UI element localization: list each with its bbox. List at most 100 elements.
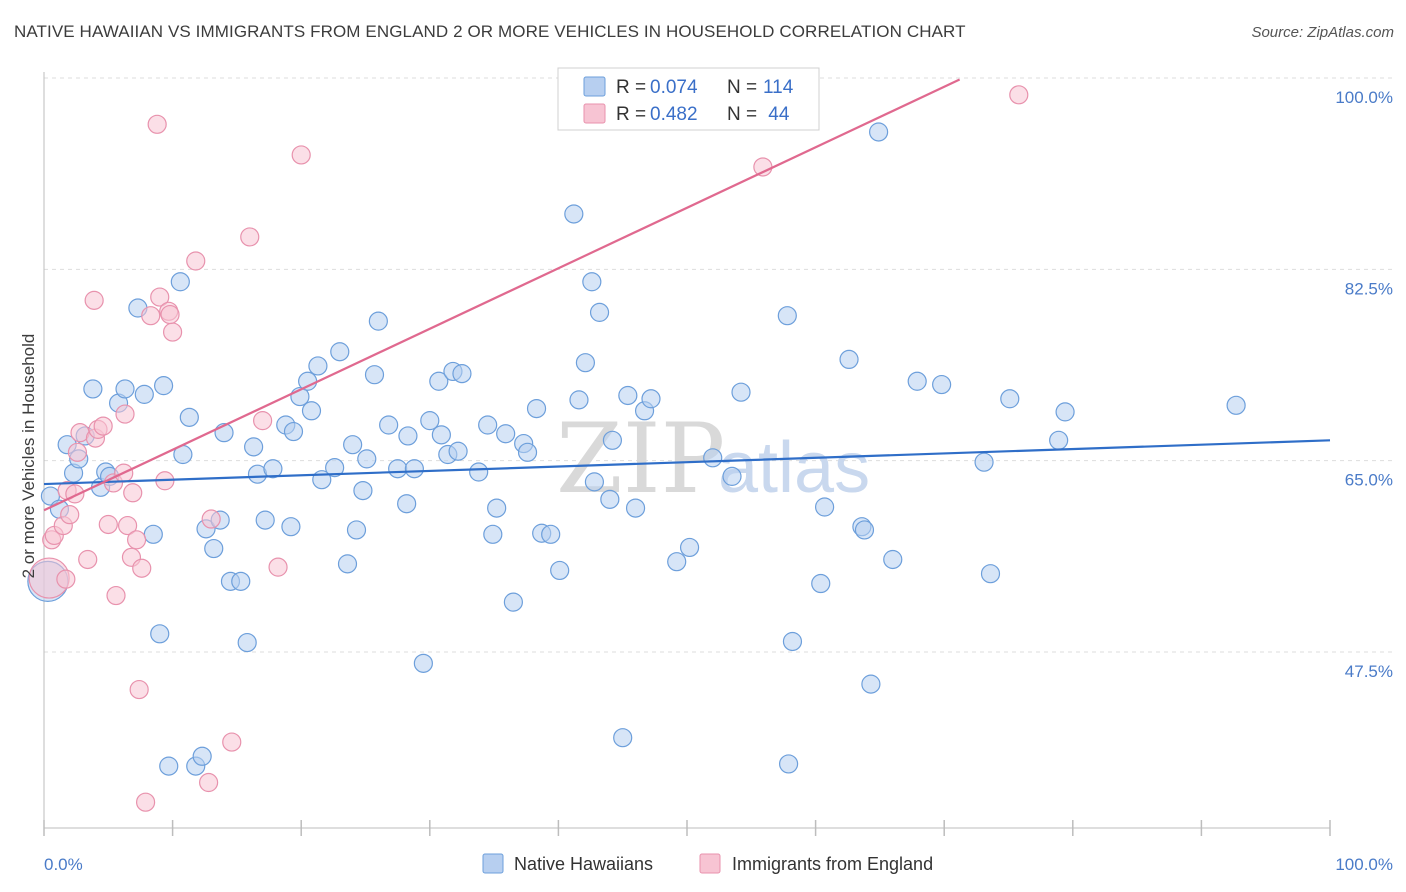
native-hawaiians-point-81 bbox=[584, 472, 605, 492]
native-hawaiians-point-51 bbox=[368, 311, 388, 331]
x-tick-label-max: 100.0% bbox=[1335, 855, 1393, 874]
immigrants-from-england-point-31 bbox=[186, 251, 206, 271]
gridlines bbox=[44, 77, 1395, 653]
native-hawaiians-point-29 bbox=[231, 571, 251, 591]
native-hawaiians-point-70 bbox=[503, 592, 523, 612]
immigrants-from-england-point-41 bbox=[84, 290, 104, 310]
native-hawaiians-point-17 bbox=[153, 376, 174, 396]
x-axis-ticks bbox=[43, 820, 1331, 836]
native-hawaiians-point-58 bbox=[420, 411, 440, 431]
legend-r-label-pink: R = bbox=[616, 104, 646, 125]
native-hawaiians-point-37 bbox=[283, 421, 304, 442]
native-hawaiians-point-98 bbox=[811, 573, 831, 594]
native-hawaiians-point-87 bbox=[625, 498, 646, 518]
native-hawaiians-point-111 bbox=[1049, 430, 1069, 450]
legend-r-value-blue: 0.074 bbox=[650, 77, 698, 98]
native-hawaiians-point-112 bbox=[1055, 402, 1075, 422]
native-hawaiians-point-82 bbox=[589, 302, 610, 322]
native-hawaiians-point-92 bbox=[703, 448, 723, 468]
native-hawaiians-point-103 bbox=[861, 674, 881, 694]
native-hawaiians-point-80 bbox=[582, 272, 602, 292]
native-hawaiians-point-94 bbox=[731, 382, 751, 402]
native-hawaiians-point-96 bbox=[778, 754, 799, 774]
native-hawaiians-point-56 bbox=[404, 459, 424, 479]
native-hawaiians-point-53 bbox=[388, 459, 408, 479]
trend-lines bbox=[43, 78, 1331, 512]
native-hawaiians-point-7 bbox=[83, 379, 103, 399]
bottom-legend-label-native-hawaiians: Native Hawaiians bbox=[514, 854, 653, 874]
native-hawaiians-point-54 bbox=[397, 494, 417, 514]
bottom-legend-swatch-blue bbox=[482, 853, 504, 874]
immigrants-from-england-point-38 bbox=[291, 145, 311, 165]
immigrants-from-england-point-20 bbox=[123, 483, 143, 503]
native-hawaiians-point-47 bbox=[346, 520, 367, 540]
native-hawaiians-point-55 bbox=[398, 426, 418, 446]
native-hawaiians-point-109 bbox=[980, 564, 1001, 584]
bottom-legend-label-immigrants-from-england: Immigrants from England bbox=[732, 854, 933, 874]
immigrants-from-england-point-18 bbox=[117, 515, 138, 536]
y-tick-label-0: 47.5% bbox=[1345, 662, 1393, 681]
native-hawaiians-point-78 bbox=[569, 390, 589, 410]
legend-n-label-blue: N = bbox=[727, 77, 757, 98]
native-hawaiians-point-33 bbox=[255, 510, 275, 530]
immigrants-from-england-point-35 bbox=[240, 227, 260, 247]
native-hawaiians-point-90 bbox=[667, 552, 687, 572]
immigrants-from-england-point-26 bbox=[147, 114, 167, 134]
native-hawaiians-point-63 bbox=[448, 441, 468, 461]
series-native-hawaiians bbox=[27, 122, 1246, 776]
native-hawaiians-point-95 bbox=[777, 306, 797, 326]
immigrants-from-england-point-21 bbox=[126, 530, 147, 550]
legend-n-value-blue: 114 bbox=[763, 77, 794, 98]
native-hawaiians-point-57 bbox=[413, 653, 433, 673]
legend-swatch-pink bbox=[583, 103, 606, 124]
y-axis-title: 2 or more Vehicles in Household bbox=[19, 334, 38, 579]
native-hawaiians-point-66 bbox=[478, 415, 498, 435]
stats-legend: R = 0.074 N = 114 R = 0.482 N = 44 bbox=[557, 67, 820, 131]
immigrants-from-england-point-32 bbox=[199, 772, 219, 793]
native-hawaiians-point-68 bbox=[487, 498, 507, 518]
immigrants-from-england-point-40 bbox=[1009, 85, 1029, 105]
legend-swatch-blue bbox=[583, 76, 606, 97]
native-hawaiians-point-113 bbox=[1226, 395, 1246, 415]
immigrants-from-england-point-10 bbox=[78, 549, 98, 570]
native-hawaiians-point-19 bbox=[170, 272, 190, 292]
native-hawaiians-point-25 bbox=[204, 538, 224, 559]
native-hawaiians-point-85 bbox=[613, 728, 633, 748]
immigrants-from-england-point-24 bbox=[135, 792, 156, 812]
y-tick-label-1: 65.0% bbox=[1345, 471, 1393, 490]
native-hawaiians-point-43 bbox=[325, 458, 345, 478]
native-hawaiians-point-89 bbox=[641, 389, 661, 409]
native-hawaiians-point-39 bbox=[298, 371, 318, 391]
native-hawaiians-point-41 bbox=[308, 356, 328, 376]
native-hawaiians-point-45 bbox=[337, 554, 358, 574]
native-hawaiians-point-79 bbox=[575, 353, 596, 373]
watermark-atlas: atlas bbox=[718, 428, 870, 508]
y-tick-labels: 47.5% 65.0% 82.5% 100.0% bbox=[1335, 88, 1393, 681]
watermark-zip: ZIP bbox=[556, 403, 725, 515]
native-hawaiians-point-102 bbox=[854, 520, 875, 540]
y-tick-label-3: 100.0% bbox=[1335, 88, 1393, 107]
native-hawaiians-point-46 bbox=[343, 435, 363, 455]
legend-r-label-blue: R = bbox=[616, 77, 646, 98]
immigrants-from-england-point-16 bbox=[106, 585, 126, 606]
native-hawaiians-point-97 bbox=[782, 631, 803, 652]
native-hawaiians-point-44 bbox=[330, 342, 350, 362]
native-hawaiians-point-60 bbox=[431, 425, 451, 445]
native-hawaiians-point-65 bbox=[469, 462, 489, 482]
immigrants-from-england-point-4 bbox=[56, 569, 76, 589]
native-hawaiians-point-72 bbox=[517, 442, 538, 462]
native-hawaiians-point-34 bbox=[263, 459, 283, 479]
immigrants-from-england-point-22 bbox=[129, 679, 149, 700]
native-hawaiians-point-23 bbox=[192, 746, 212, 766]
chart-title: NATIVE HAWAIIAN VS IMMIGRANTS FROM ENGLA… bbox=[14, 22, 966, 41]
immigrants-from-england-point-25 bbox=[141, 306, 161, 326]
native-hawaiians-point-86 bbox=[618, 385, 638, 406]
native-hawaiians-point-40 bbox=[301, 401, 322, 421]
trend-line-immigrants-from-england bbox=[43, 78, 961, 512]
native-hawaiians-point-12 bbox=[115, 379, 135, 399]
native-hawaiians-point-15 bbox=[143, 524, 163, 544]
native-hawaiians-point-84 bbox=[602, 430, 623, 450]
immigrants-from-england-point-37 bbox=[268, 557, 288, 577]
legend-n-value-pink: 44 bbox=[763, 104, 790, 125]
